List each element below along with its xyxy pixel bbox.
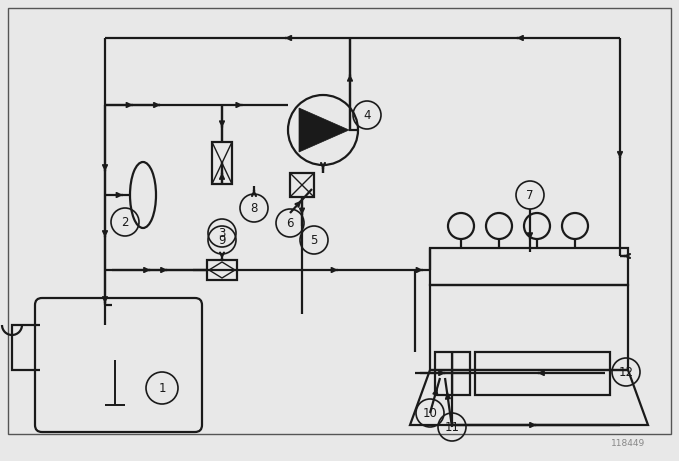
Text: 8: 8 — [251, 201, 258, 214]
Bar — [207, 260, 237, 280]
Text: 6: 6 — [287, 217, 294, 230]
Bar — [290, 173, 314, 197]
Text: 10: 10 — [422, 407, 437, 420]
Text: 12: 12 — [619, 366, 634, 378]
Text: 1: 1 — [158, 382, 166, 395]
Text: 5: 5 — [310, 234, 318, 247]
Text: 7: 7 — [526, 189, 534, 201]
Text: 9: 9 — [218, 234, 225, 247]
Text: 11: 11 — [445, 420, 460, 433]
Bar — [430, 285, 628, 370]
Bar — [430, 248, 628, 285]
Text: 118449: 118449 — [610, 438, 645, 448]
Bar — [475, 352, 610, 395]
Polygon shape — [299, 108, 349, 152]
Bar — [435, 352, 470, 395]
Bar — [212, 142, 232, 184]
Text: 4: 4 — [363, 108, 371, 122]
Text: 3: 3 — [219, 226, 225, 240]
Text: 2: 2 — [122, 215, 129, 229]
